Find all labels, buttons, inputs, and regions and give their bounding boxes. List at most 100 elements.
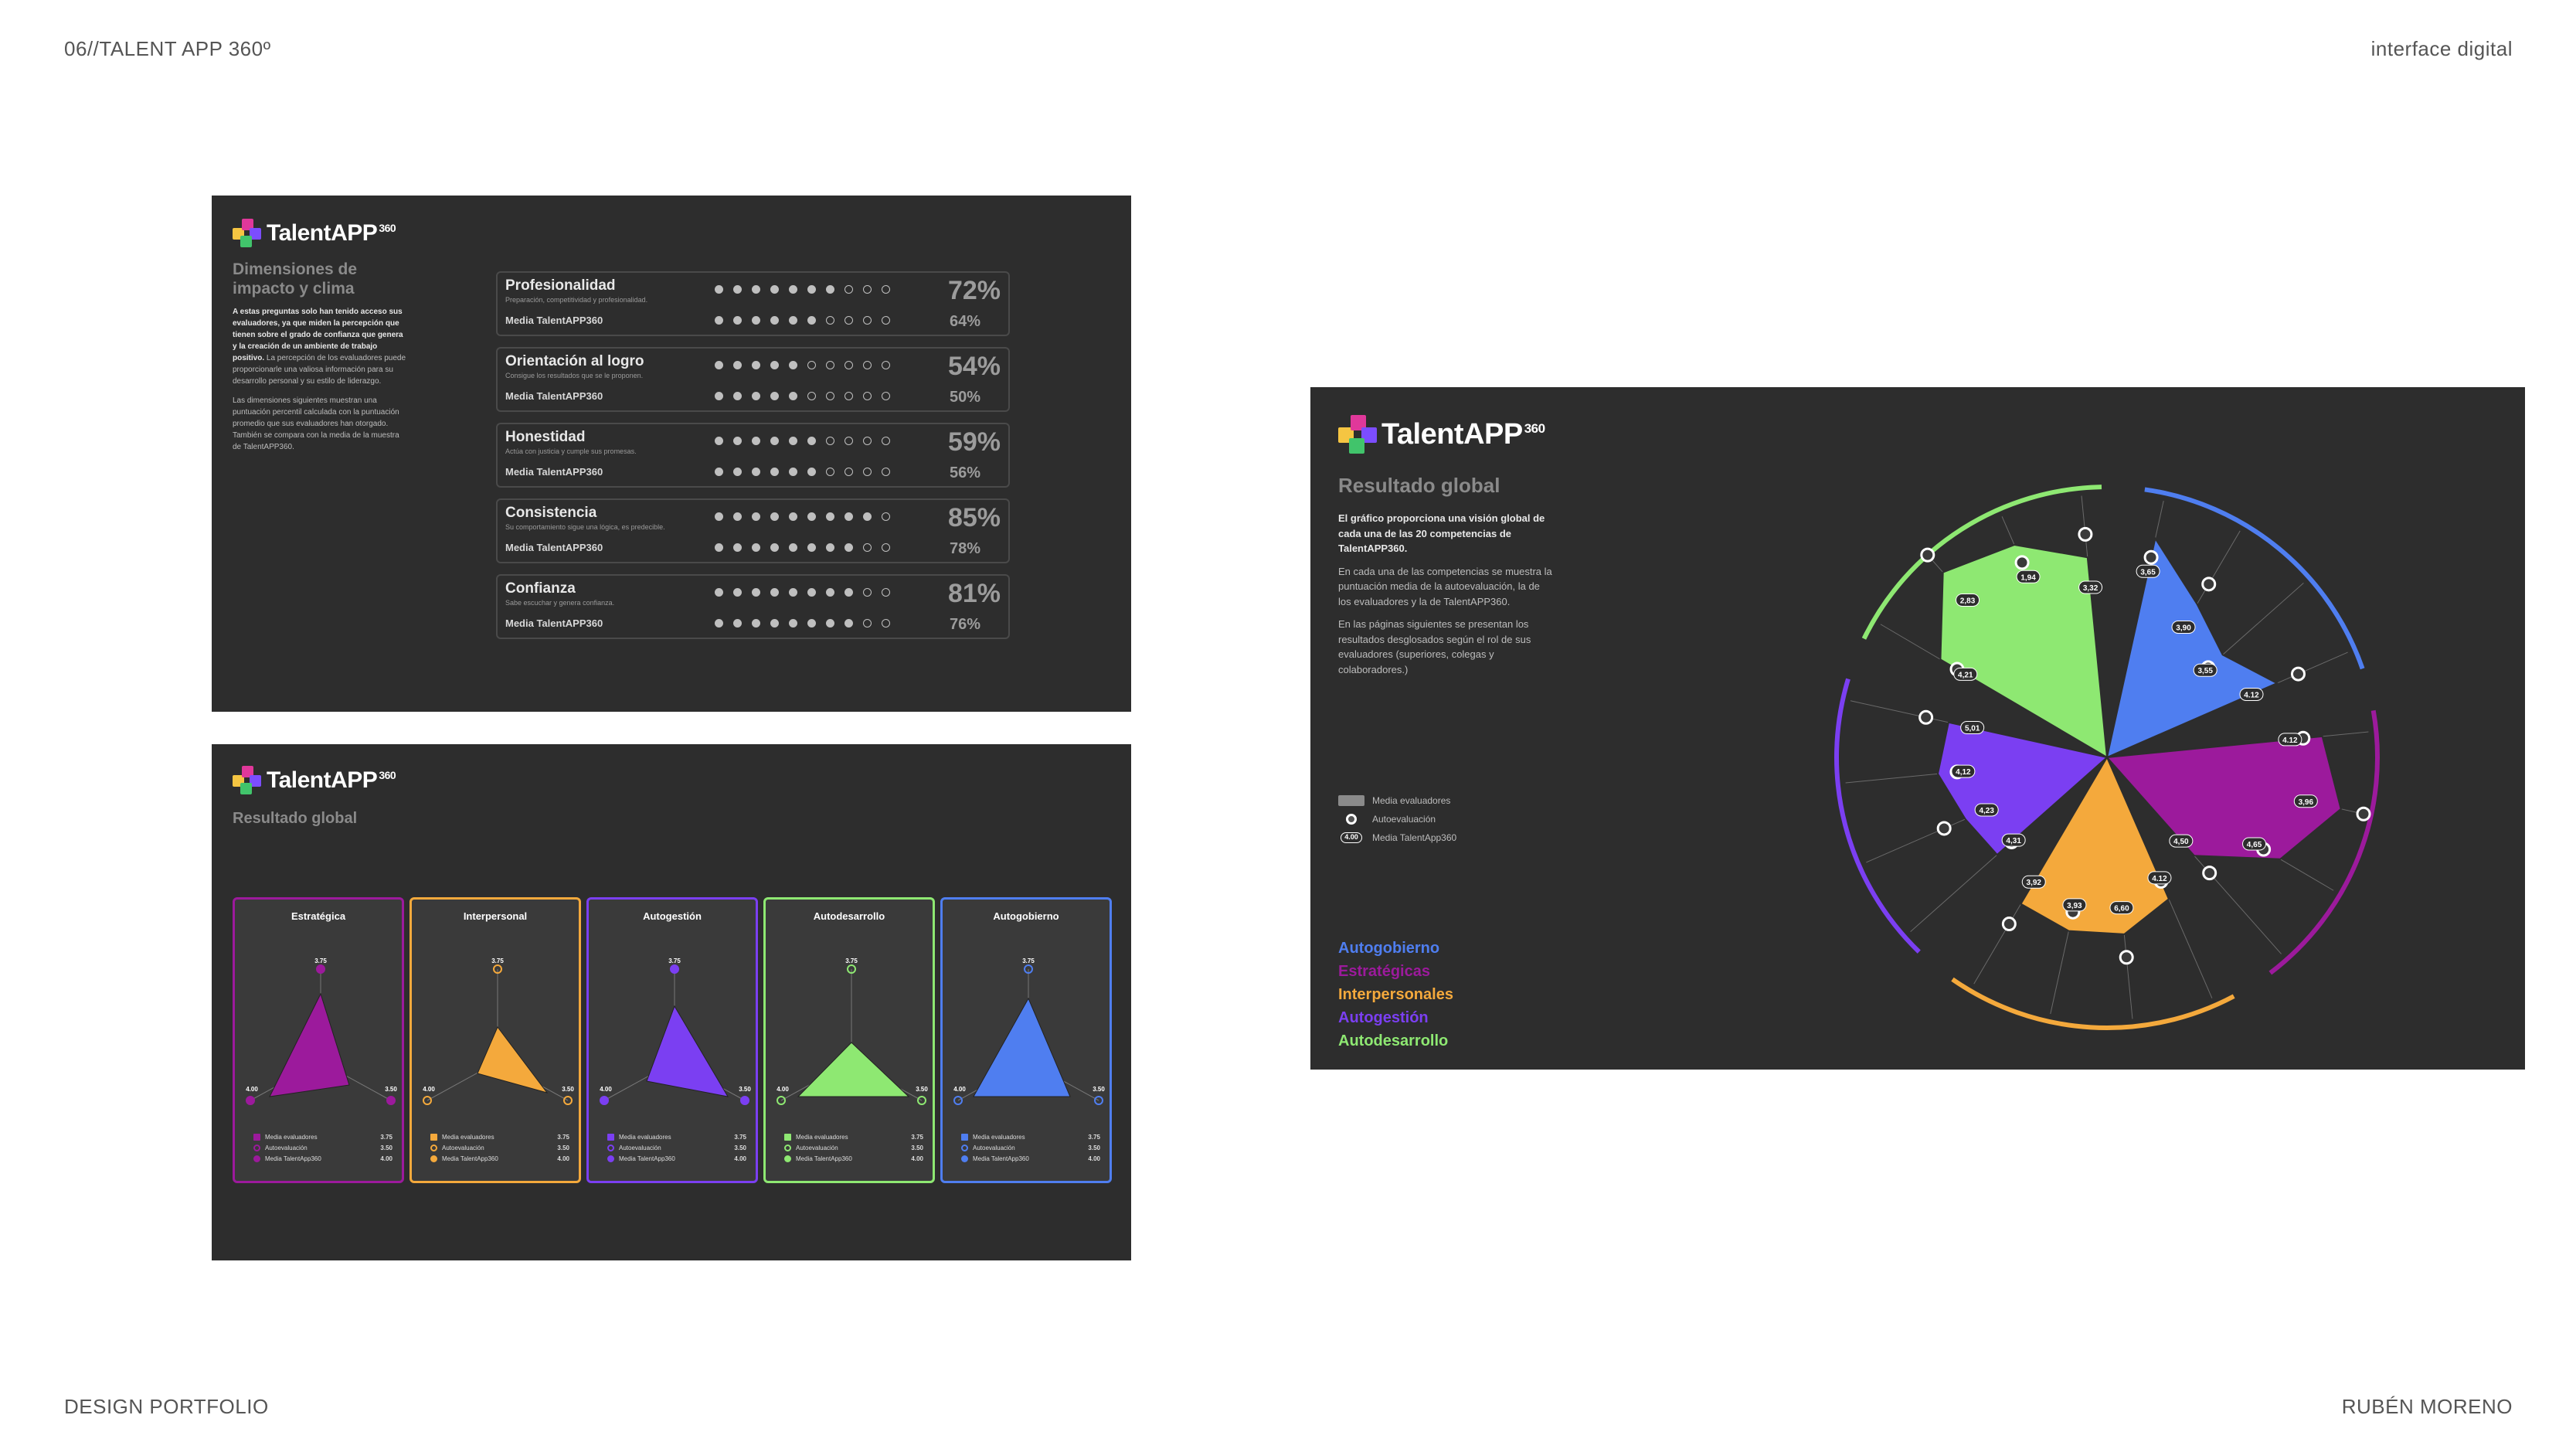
legend-row: Media TalentApp360 4.00: [784, 1153, 923, 1164]
scale-dot: [807, 392, 816, 400]
legend-value: 4.00: [557, 1155, 569, 1162]
legend-label: Autoevaluación: [973, 1144, 1015, 1151]
dimension-average-label: Media TalentAPP360: [505, 315, 603, 326]
category-radar-chart: 3.75 4.00 3.50: [600, 957, 751, 1105]
scale-dot: [845, 512, 853, 521]
scale-dot: [807, 285, 816, 294]
scale-dot: [770, 361, 779, 369]
legend-label: Media evaluadores: [265, 1133, 318, 1141]
legend-row: Media evaluadores 3.75: [784, 1131, 923, 1142]
dimension-average: 56%: [949, 464, 980, 481]
dimension-average: 76%: [949, 616, 980, 633]
scale-dot: [733, 361, 742, 369]
legend-value: 3.50: [380, 1144, 393, 1151]
brand-logo: TalentAPP 360: [1338, 415, 1545, 454]
value-badge-label: 2,83: [1960, 597, 1976, 605]
self-evaluation-point: [2001, 917, 2017, 932]
legend-label: Media TalentApp360: [442, 1155, 498, 1162]
portfolio-footer-label: DESIGN PORTFOLIO: [64, 1395, 269, 1418]
legend-item-media-evaluadores: Media evaluadores: [1338, 791, 1456, 810]
category-card[interactable]: Interpersonal 3.75 4.00 3.50 Media evaluador…: [410, 897, 581, 1183]
legend-swatch: [430, 1133, 437, 1141]
legend-item-media-app: 4.00 Media TalentApp360: [1338, 828, 1456, 847]
scale-dot: [733, 543, 742, 552]
scale-dot: [826, 361, 834, 369]
category-card[interactable]: Autogestión 3.75 4.00 3.50 Media evaluadores…: [586, 897, 758, 1183]
scale-dot: [789, 468, 797, 476]
scale-dot: [807, 588, 816, 597]
radar-shape: [477, 1026, 549, 1094]
page-title: Resultado global: [1338, 474, 1500, 497]
legend-value: 3.75: [380, 1133, 393, 1141]
scale-dot: [752, 361, 760, 369]
category-arc: [1861, 485, 2102, 640]
portfolio-author-label: RUBÉN MORENO: [2341, 1395, 2513, 1418]
scale-dot: [863, 361, 872, 369]
value-badge-label: 1,94: [2020, 573, 2036, 582]
self-evaluation-point: [1918, 709, 1934, 725]
scale-dot: [826, 316, 834, 325]
scale-dot: [882, 392, 890, 400]
dimension-average-label: Media TalentAPP360: [505, 617, 603, 629]
legend-label: Autoevaluación: [442, 1144, 484, 1151]
scale-dot: [845, 543, 853, 552]
radar-point: [600, 1096, 609, 1105]
value-badge: [2293, 794, 2318, 808]
card-legend: Media evaluadores 3.75 Autoevaluación 3.50 M…: [784, 1131, 923, 1164]
scale-dot: [789, 543, 797, 552]
brand-superscript: 360: [379, 222, 396, 234]
average-dot-scale: [715, 543, 890, 552]
scale-dot: [826, 512, 834, 521]
radar-shape: [973, 997, 1071, 1097]
scale-dot: [770, 512, 779, 521]
category-list: Autogobierno Estratégicas Interpersonales A…: [1338, 940, 1453, 1056]
value-badge: [2239, 687, 2264, 701]
radar-value-label: 3.75: [491, 957, 504, 964]
value-badge-label: 4.12: [2244, 691, 2259, 699]
self-evaluation-point: [1936, 821, 1952, 836]
category-card[interactable]: Autodesarrollo 3.75 4.00 3.50 Media evaluado…: [763, 897, 935, 1183]
dimension-row: Honestidad Actúa con justicia y cumple su…: [496, 423, 1010, 488]
dimensions-screen: TalentAPP 360 Dimensiones de impacto y cl…: [212, 196, 1131, 712]
value-badge: [2147, 871, 2172, 885]
radar-point: [1024, 964, 1033, 974]
scale-dot: [845, 437, 853, 445]
radar-point: [423, 1096, 432, 1105]
legend-row: Autoevaluación 3.50: [784, 1142, 923, 1153]
category-card[interactable]: Estratégica 3.75 4.00 3.50 Media evaluadores…: [233, 897, 404, 1183]
scale-dot: [789, 437, 797, 445]
category-card[interactable]: Autogobierno 3.75 4.00 3.50 Media evaluadore…: [940, 897, 1112, 1183]
legend-swatch: [961, 1133, 968, 1141]
value-badge-label: 6,60: [2114, 905, 2129, 913]
radar-point: [493, 964, 502, 974]
card-title: Estratégica: [291, 910, 346, 922]
radar-value-label: 4.00: [600, 1086, 612, 1093]
radar-value-label: 3.50: [562, 1086, 574, 1093]
value-badge-label: 3,93: [2067, 902, 2082, 910]
category-radar-chart: 3.75 4.00 3.50: [246, 957, 397, 1105]
scale-dot: [789, 619, 797, 628]
dimension-row: Profesionalidad Preparación, competitivid…: [496, 271, 1010, 336]
scale-dot: [826, 392, 834, 400]
legend-row: Media evaluadores 3.75: [430, 1131, 569, 1142]
scale-dot: [733, 468, 742, 476]
page-title: Dimensiones de impacto y clima: [233, 260, 358, 298]
radar-value-label: 3.50: [739, 1086, 751, 1093]
scale-dot: [733, 619, 742, 628]
scale-dot: [845, 392, 853, 400]
scale-dot: [863, 468, 872, 476]
card-title: Autodesarrollo: [813, 910, 885, 922]
page-title: Resultado global: [233, 810, 358, 827]
scale-dot: [715, 316, 723, 325]
legend-swatch: [430, 1155, 437, 1162]
value-badge: [1951, 764, 1976, 778]
self-evaluation-point: [1920, 547, 1935, 563]
radar-point: [386, 1096, 396, 1105]
radar-segment: [2105, 536, 2279, 759]
scale-dot: [845, 619, 853, 628]
radar-point: [246, 1096, 255, 1105]
category-legend-item: Autogestión: [1338, 1009, 1429, 1026]
dimension-name: Profesionalidad: [505, 277, 616, 294]
legend-row: Media evaluadores 3.75: [253, 1131, 393, 1142]
scale-dot: [733, 392, 742, 400]
